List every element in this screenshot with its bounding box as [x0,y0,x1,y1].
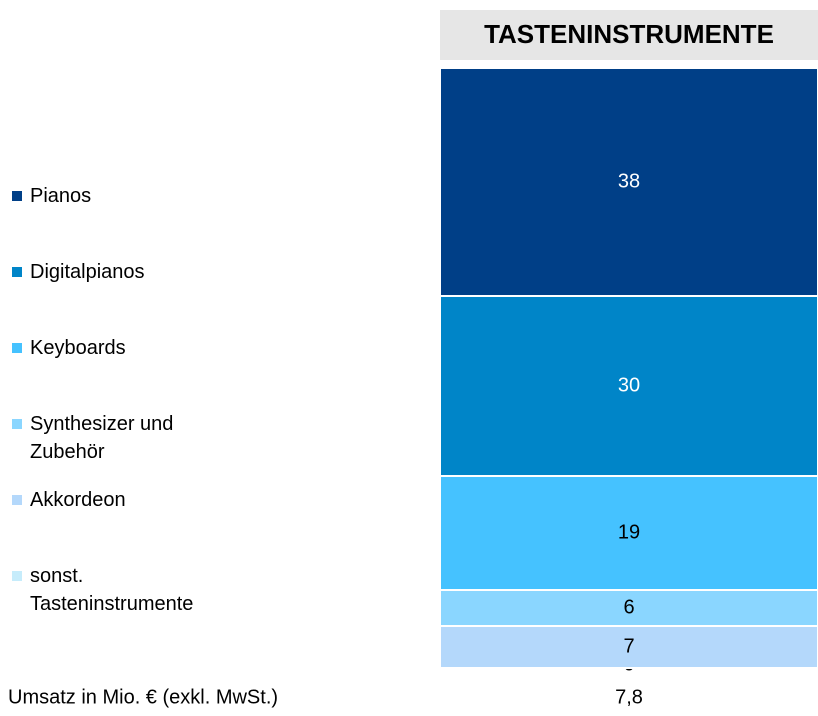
legend-label: Akkordeon [30,489,126,511]
legend-item: Keyboards [12,334,230,362]
bar-segment [439,625,818,669]
legend-label: Keyboards [30,337,126,359]
value-label: 30 [618,374,640,396]
value-label: 19 [618,521,640,543]
value-label: 6 [623,596,634,618]
legend-swatch [12,495,22,505]
total-label: 7,8 [615,686,643,708]
legend-item: Digitalpianos [12,258,230,286]
title-box [440,10,818,60]
chart-title: TASTENINSTRUMENTE [484,19,774,49]
legend-item: sonst. Tasteninstrumente [12,562,230,618]
value-label: 38 [618,170,640,192]
bar-segment [439,295,818,477]
legend-swatch [12,343,22,353]
legend-swatch [12,267,22,277]
legend-swatch [12,191,22,201]
legend-item: Synthesizer und Zubehör [12,410,230,466]
legend-label: Digitalpianos [30,261,145,283]
x-axis-label: Umsatz in Mio. € (exkl. MwSt.) [8,686,278,708]
legend-swatch [12,571,22,581]
legend-item: Pianos [12,182,230,210]
legend-label: Pianos [30,185,92,207]
legend-item: Akkordeon [12,486,230,514]
bar-segment [439,67,818,297]
value-label: 7 [623,635,634,657]
legend-label: sonst. Tasteninstrumente [30,565,194,615]
legend-swatch [12,419,22,429]
legend-label: Synthesizer und Zubehör [30,413,174,463]
